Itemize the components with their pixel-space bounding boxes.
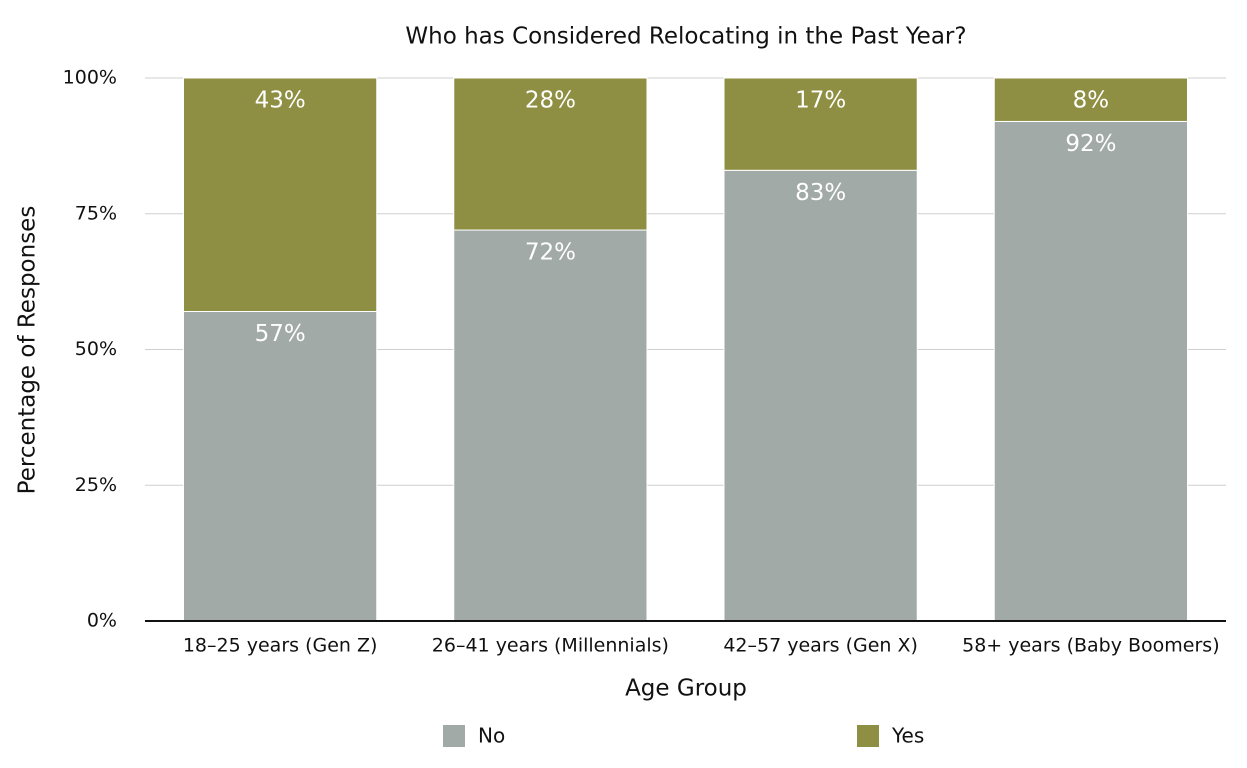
- y-tick-label: 100%: [63, 67, 117, 89]
- x-tick-label: 42–57 years (Gen X): [723, 635, 918, 657]
- value-label: 28%: [525, 88, 576, 114]
- legend-swatch: [443, 725, 465, 747]
- x-tick-label: 26–41 years (Millennials): [432, 635, 669, 657]
- x-axis-title: Age Group: [625, 676, 747, 702]
- y-tick-label: 0%: [87, 610, 117, 632]
- value-label: 8%: [1073, 88, 1110, 114]
- bar-segment: [453, 229, 648, 622]
- y-tick-label: 50%: [75, 338, 117, 360]
- y-tick-label: 25%: [75, 474, 117, 496]
- value-label: 72%: [525, 240, 576, 266]
- bar-segment: [453, 77, 648, 231]
- value-label: 57%: [255, 321, 306, 347]
- bar-segment: [993, 77, 1188, 122]
- bar-segment: [183, 310, 378, 622]
- bar-segment: [723, 169, 918, 622]
- value-label: 43%: [255, 88, 306, 114]
- bar-segment: [183, 77, 378, 312]
- bar-segment: [993, 120, 1188, 622]
- bar-segment: [723, 77, 918, 171]
- x-tick-label: 18–25 years (Gen Z): [183, 635, 378, 657]
- y-axis-title: Percentage of Responses: [15, 206, 41, 495]
- x-tick-label: 58+ years (Baby Boomers): [962, 635, 1220, 657]
- legend-label: Yes: [891, 724, 924, 748]
- y-tick-label: 75%: [75, 202, 117, 224]
- value-label: 17%: [795, 88, 846, 114]
- value-label: 83%: [795, 180, 846, 206]
- chart-title: Who has Considered Relocating in the Pas…: [405, 24, 966, 50]
- value-label: 92%: [1065, 131, 1116, 157]
- legend-swatch: [857, 725, 879, 747]
- legend-label: No: [478, 724, 505, 748]
